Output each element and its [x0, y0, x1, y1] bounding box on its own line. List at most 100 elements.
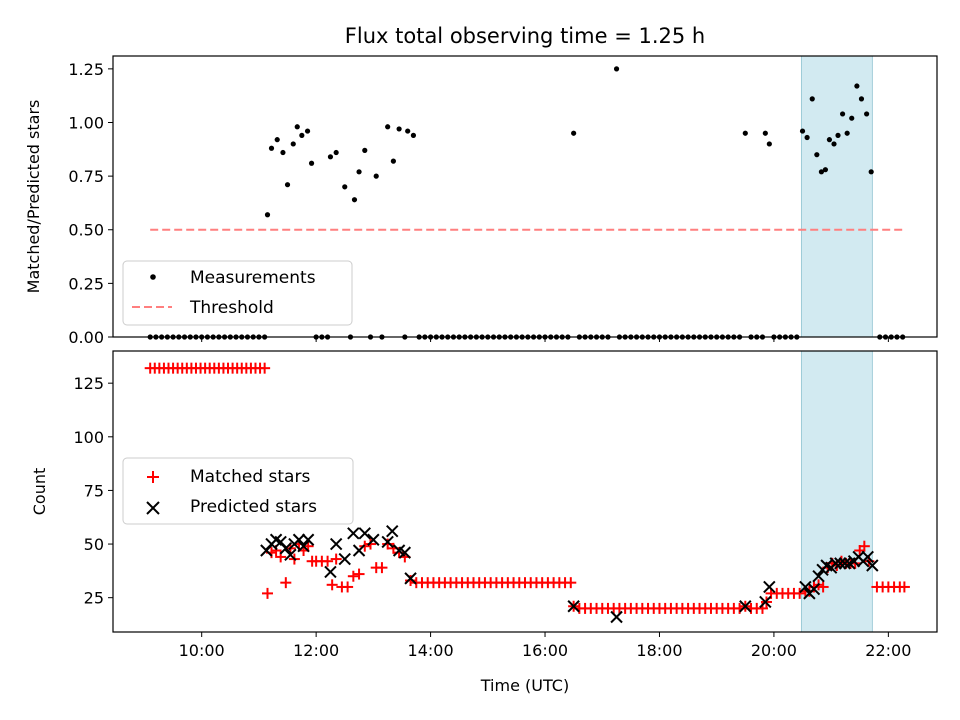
- predicted-star-marker: [812, 570, 825, 583]
- matched-star-marker: [858, 540, 870, 552]
- measurement-point: [268, 145, 275, 151]
- predicted-stars-layer: [260, 524, 879, 624]
- measurement-point: [304, 128, 311, 134]
- measurement-point: [809, 96, 815, 102]
- measurement-point: [613, 66, 620, 72]
- predicted-star-marker: [763, 580, 776, 594]
- measurement-point: [308, 160, 315, 166]
- x-tick-label: 10:00: [179, 641, 225, 660]
- matched-star-marker: [365, 538, 376, 550]
- x-tick-label: 12:00: [293, 641, 339, 660]
- predicted-star-marker: [610, 610, 623, 624]
- predicted-star-marker: [739, 600, 752, 613]
- matched-star-marker: [262, 587, 273, 599]
- measurement-point: [804, 134, 810, 141]
- predicted-star-marker: [838, 557, 852, 570]
- y-tick-label: 0.00: [68, 328, 104, 347]
- figure-title: Flux total observing time = 1.25 h: [345, 24, 705, 48]
- top-legend: Measurements Threshold: [122, 260, 353, 326]
- predicted-star-marker: [301, 533, 315, 546]
- top-legend-box: [122, 260, 353, 326]
- y-tick-label: 0.75: [68, 167, 104, 186]
- measurement-point: [294, 124, 300, 130]
- measurement-point: [814, 152, 820, 158]
- x-tick-label: 20:00: [751, 641, 797, 660]
- matched-star-marker: [359, 540, 371, 552]
- predicted-star-marker: [367, 533, 380, 546]
- measurement-point: [766, 141, 772, 147]
- y-tick-label: 50: [84, 535, 104, 554]
- predicted-star-marker: [292, 533, 306, 546]
- predicted-star-marker: [297, 539, 310, 553]
- legend-predicted-marker: [146, 501, 160, 515]
- matched-star-marker: [326, 579, 338, 591]
- observing-window-span: [800, 55, 873, 338]
- predicted-star-marker: [347, 527, 360, 540]
- matched-star-marker: [376, 562, 388, 574]
- predicted-star-marker: [404, 572, 417, 585]
- x-tick-label: 16:00: [522, 641, 568, 660]
- measurement-point: [831, 141, 837, 147]
- measurement-point: [762, 130, 768, 136]
- predicted-star-marker: [398, 546, 412, 559]
- measurement-point: [839, 111, 846, 117]
- matched-star-marker: [353, 568, 365, 580]
- matched-star-marker: [898, 581, 910, 593]
- y-tick-label: 0.25: [68, 274, 104, 293]
- matched-star-marker: [330, 553, 342, 565]
- y-tick-label: 0.50: [68, 221, 104, 240]
- measurement-point: [290, 141, 296, 147]
- top-x-ticks: [201, 337, 889, 342]
- measurement-point: [299, 132, 305, 138]
- measurement-point: [385, 124, 391, 130]
- measurement-point: [362, 147, 368, 153]
- measurement-point: [373, 173, 379, 179]
- measurement-point: [351, 197, 358, 203]
- predicted-star-marker: [284, 548, 297, 561]
- matched-star-marker: [393, 547, 405, 559]
- measurement-point: [274, 137, 280, 143]
- bottom-legend: Matched stars Predicted stars: [122, 457, 354, 525]
- bottom-x-axis-label: Time (UTC): [480, 676, 569, 695]
- predicted-star-marker: [866, 559, 879, 572]
- legend-threshold-label: Threshold: [189, 298, 274, 318]
- measurement-point: [844, 130, 850, 136]
- top-y-ticks: 0.00 0.25 0.50 0.75 1.00 1.25: [68, 60, 113, 347]
- y-tick-label: 1.25: [68, 60, 104, 79]
- matched-star-marker: [322, 555, 334, 567]
- top-shaded-span: [800, 55, 873, 338]
- x-tick-label: 18:00: [636, 641, 682, 660]
- predicted-star-marker: [338, 552, 351, 566]
- x-tick-label: 14:00: [408, 641, 454, 660]
- matched-star-marker: [347, 570, 359, 582]
- measurement-point: [849, 115, 855, 121]
- measurement-point: [864, 111, 870, 117]
- measurement-point: [342, 184, 348, 190]
- top-panel: 0.00 0.25 0.50 0.75 1.00 1.25 Matched/Predict…: [24, 55, 938, 347]
- top-y-axis-label: Matched/Predicted stars: [24, 100, 43, 294]
- measurement-point: [280, 149, 286, 156]
- matched-star-marker: [405, 575, 417, 587]
- measurement-point: [854, 83, 860, 89]
- legend-measurements-label: Measurements: [190, 268, 316, 288]
- bottom-y-ticks: 25 50 75 100 125: [73, 374, 113, 608]
- legend-matched-label: Matched stars: [190, 467, 310, 487]
- measurement-point: [835, 132, 841, 138]
- measurement-point: [858, 96, 865, 102]
- matched-star-marker: [794, 587, 806, 599]
- y-tick-label: 125: [73, 374, 104, 393]
- measurement-point: [799, 128, 806, 134]
- y-tick-label: 100: [73, 428, 104, 447]
- predicted-star-marker: [834, 557, 847, 570]
- predicted-star-marker: [324, 565, 337, 579]
- measurement-point: [868, 169, 874, 175]
- measurement-point: [396, 126, 402, 132]
- y-tick-label: 25: [84, 589, 104, 608]
- measurement-point: [822, 167, 829, 173]
- legend-predicted-label: Predicted stars: [190, 497, 317, 517]
- measurement-point: [826, 137, 833, 143]
- matched-star-marker: [259, 362, 271, 374]
- measurement-point: [356, 169, 362, 175]
